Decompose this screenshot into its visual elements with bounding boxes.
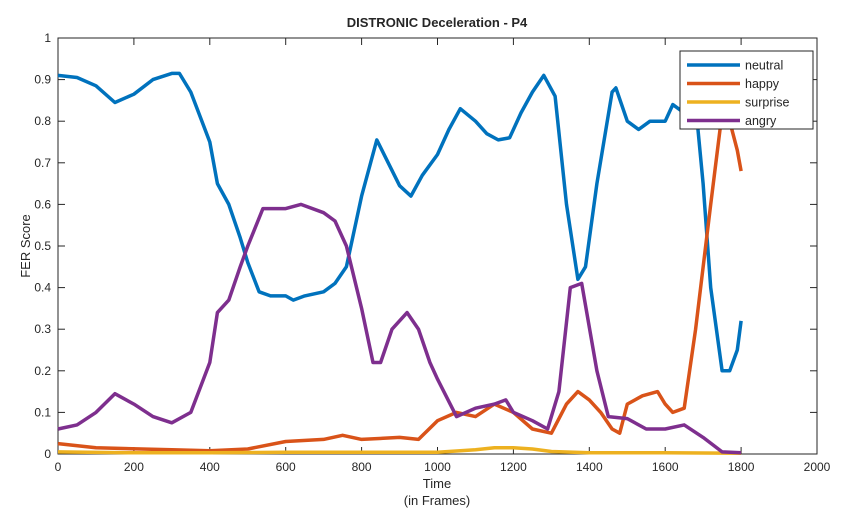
x-tick-label: 200: [124, 460, 144, 474]
x-tick-label: 1600: [652, 460, 679, 474]
series-line-surprise: [57, 446, 742, 455]
y-tick-label: 0.7: [34, 156, 51, 170]
y-tick-label: 1: [44, 31, 51, 45]
x-tick-label: 2000: [804, 460, 831, 474]
y-tick-label: 0.9: [34, 73, 51, 87]
series-line-happy: [57, 111, 743, 453]
y-tick-label: 0.3: [34, 322, 51, 336]
y-tick-label: 0.1: [34, 405, 51, 419]
x-axis-label: Time: [423, 476, 451, 491]
x-tick-label: 800: [352, 460, 372, 474]
y-tick-label: 0: [44, 447, 51, 461]
x-tick-label: 1800: [728, 460, 755, 474]
y-tick-label: 0.2: [34, 364, 51, 378]
x-axis-sublabel: (in Frames): [404, 493, 470, 508]
x-tick-label: 1000: [424, 460, 451, 474]
x-tick-label: 600: [276, 460, 296, 474]
x-tick-label: 1200: [500, 460, 527, 474]
y-axis-label: FER Score: [18, 214, 33, 278]
legend-label-angry: angry: [745, 114, 777, 128]
series-line-angry: [57, 202, 742, 455]
legend-label-happy: happy: [745, 77, 780, 91]
x-tick-label: 0: [55, 460, 62, 474]
y-tick-label: 0.6: [34, 197, 51, 211]
series-line-neutral: [57, 71, 743, 373]
y-tick-label: 0.5: [34, 239, 51, 253]
x-tick-label: 1400: [576, 460, 603, 474]
legend: neutral happy surprise angry: [679, 50, 814, 130]
legend-label-neutral: neutral: [745, 59, 783, 73]
chart-title: DISTRONIC Deceleration - P4: [347, 15, 528, 30]
legend-label-surprise: surprise: [745, 96, 790, 110]
y-tick-label: 0.8: [34, 114, 51, 128]
y-tick-label: 0.4: [34, 281, 51, 295]
x-tick-label: 400: [200, 460, 220, 474]
